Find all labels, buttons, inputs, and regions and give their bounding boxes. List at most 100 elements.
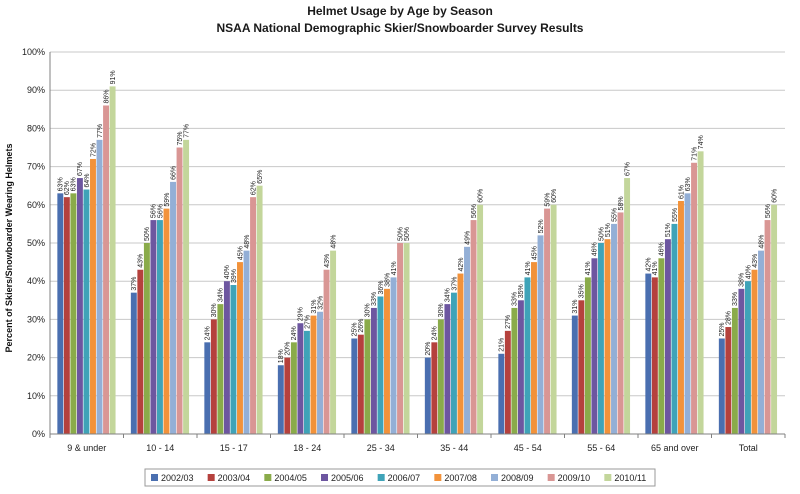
y-axis-label: Percent of Skiers/Snowboarder Wearing He… bbox=[4, 144, 14, 353]
legend-swatch bbox=[321, 474, 328, 481]
data-label: 21% bbox=[499, 338, 506, 352]
data-label: 42% bbox=[646, 258, 653, 272]
chart-subtitle: NSAA National Demographic Skier/Snowboar… bbox=[217, 21, 584, 35]
bar bbox=[584, 277, 591, 434]
x-tick-label: 9 & under bbox=[67, 443, 106, 453]
data-label: 50% bbox=[598, 227, 605, 241]
bar bbox=[284, 357, 291, 434]
legend-swatch bbox=[434, 474, 442, 481]
x-tick-label: 25 - 34 bbox=[367, 443, 395, 453]
y-tick-label: 60% bbox=[27, 200, 45, 210]
bar bbox=[444, 304, 451, 434]
legend-swatch bbox=[207, 474, 215, 481]
data-label: 59% bbox=[164, 193, 171, 207]
data-label: 63% bbox=[58, 177, 65, 191]
bar bbox=[277, 365, 284, 434]
data-label: 48% bbox=[244, 235, 251, 249]
bar bbox=[76, 178, 83, 434]
data-label: 33% bbox=[732, 292, 739, 306]
bar bbox=[137, 269, 144, 434]
bar bbox=[250, 197, 257, 434]
bar bbox=[230, 285, 237, 434]
data-label: 72% bbox=[90, 143, 97, 157]
bar bbox=[130, 292, 137, 434]
legend: 2002/03 2003/04 2004/05 2005/06 2006/07 2007/… bbox=[144, 468, 656, 487]
bar bbox=[771, 204, 778, 434]
bar bbox=[156, 220, 163, 434]
bar bbox=[571, 315, 578, 434]
data-label: 56% bbox=[157, 204, 164, 218]
data-label: 64% bbox=[84, 174, 91, 188]
data-label: 71% bbox=[691, 147, 698, 161]
data-label: 30% bbox=[211, 303, 218, 317]
data-label: 37% bbox=[131, 277, 138, 291]
bar bbox=[591, 258, 598, 434]
bar bbox=[658, 258, 665, 434]
x-tick-label: 45 - 54 bbox=[514, 443, 542, 453]
data-label: 41% bbox=[585, 261, 592, 275]
bar bbox=[303, 330, 310, 434]
data-label: 74% bbox=[698, 135, 705, 149]
data-label: 27% bbox=[304, 315, 311, 329]
chart-title: Helmet Usage by Age by Season bbox=[307, 4, 493, 18]
y-tick-label: 100% bbox=[22, 47, 45, 57]
bar bbox=[725, 327, 732, 434]
bar bbox=[364, 319, 371, 434]
data-label: 67% bbox=[77, 162, 84, 176]
data-label: 60% bbox=[477, 189, 484, 203]
data-label: 51% bbox=[605, 223, 612, 237]
x-tick-label: 35 - 44 bbox=[440, 443, 468, 453]
bar bbox=[645, 273, 652, 434]
data-label: 52% bbox=[538, 219, 545, 233]
data-label: 77% bbox=[97, 124, 104, 138]
data-label: 37% bbox=[451, 277, 458, 291]
x-tick-label: 18 - 24 bbox=[293, 443, 321, 453]
bar bbox=[290, 342, 297, 434]
data-label: 20% bbox=[425, 342, 432, 356]
data-label: 35% bbox=[518, 284, 525, 298]
bar bbox=[457, 273, 464, 434]
bar bbox=[330, 250, 337, 434]
bar bbox=[731, 307, 738, 434]
data-label: 28% bbox=[726, 311, 733, 325]
data-label: 49% bbox=[464, 231, 471, 245]
bar bbox=[237, 262, 243, 434]
bar bbox=[424, 357, 431, 434]
bar bbox=[90, 158, 96, 434]
data-label: 45% bbox=[531, 246, 538, 260]
data-label: 18% bbox=[278, 349, 285, 363]
bar bbox=[524, 277, 531, 434]
data-label: 58% bbox=[618, 196, 625, 210]
data-label: 55% bbox=[611, 208, 618, 222]
bar bbox=[103, 105, 110, 434]
data-label: 27% bbox=[505, 315, 512, 329]
data-label: 33% bbox=[512, 292, 519, 306]
data-label: 35% bbox=[579, 284, 586, 298]
data-label: 20% bbox=[285, 342, 292, 356]
bar bbox=[210, 319, 217, 434]
data-label: 31% bbox=[572, 300, 579, 314]
bar bbox=[578, 300, 585, 434]
bar bbox=[617, 212, 624, 434]
bar bbox=[684, 193, 691, 434]
data-label: 60% bbox=[771, 189, 778, 203]
x-tick-label: 55 - 64 bbox=[587, 443, 615, 453]
bar bbox=[624, 178, 631, 434]
data-label: 41% bbox=[652, 261, 659, 275]
bar bbox=[611, 223, 617, 434]
bar bbox=[143, 243, 150, 434]
bar bbox=[183, 139, 190, 435]
data-label: 55% bbox=[672, 208, 679, 222]
x-tick-label: Total bbox=[739, 443, 758, 453]
data-label: 24% bbox=[205, 326, 212, 340]
data-label: 36% bbox=[378, 280, 385, 294]
data-label: 67% bbox=[624, 162, 631, 176]
data-label: 43% bbox=[138, 254, 145, 268]
x-tick-label: 65 and over bbox=[651, 443, 699, 453]
data-label: 51% bbox=[665, 223, 672, 237]
bar bbox=[597, 243, 604, 434]
legend-swatch bbox=[547, 474, 555, 481]
data-label: 31% bbox=[311, 300, 318, 314]
